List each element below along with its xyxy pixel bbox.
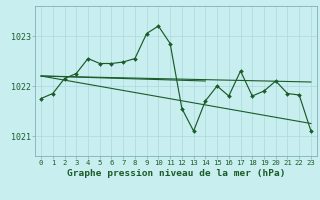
X-axis label: Graphe pression niveau de la mer (hPa): Graphe pression niveau de la mer (hPa) bbox=[67, 169, 285, 178]
